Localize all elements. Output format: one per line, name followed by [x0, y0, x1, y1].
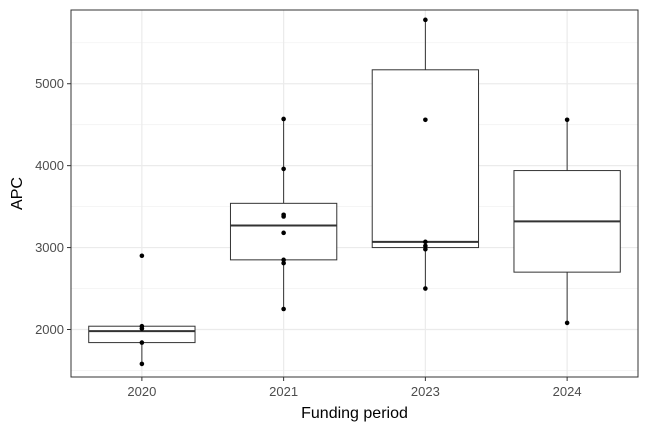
- box-2024: [513, 119, 621, 323]
- data-point: [281, 166, 286, 172]
- data-point: [423, 117, 428, 123]
- y-axis: 2000 3000 4000 5000: [35, 76, 71, 337]
- data-point: [281, 214, 286, 219]
- box-body: [371, 69, 480, 249]
- y-tick-label: 2000: [35, 322, 64, 337]
- data-point: [423, 243, 428, 249]
- x-tick-label: 2024: [553, 384, 582, 399]
- data-point: [139, 326, 145, 331]
- data-points: [139, 17, 570, 367]
- x-tick-label: 2020: [127, 384, 156, 399]
- data-point: [281, 306, 286, 312]
- data-point: [423, 17, 428, 23]
- x-axis-title: Funding period: [301, 405, 408, 422]
- y-tick-label: 4000: [35, 158, 64, 173]
- x-tick-label: 2023: [411, 384, 440, 399]
- data-point: [281, 230, 286, 236]
- data-point: [423, 246, 428, 252]
- data-point: [139, 361, 145, 367]
- y-tick-label: 3000: [35, 240, 64, 255]
- data-point: [423, 239, 428, 245]
- data-point: [423, 286, 428, 291]
- data-point: [281, 257, 286, 263]
- data-point: [281, 260, 286, 266]
- x-tick-label: 2021: [269, 384, 298, 399]
- data-point: [281, 116, 286, 122]
- box-2020: [88, 325, 196, 364]
- y-tick-label: 5000: [35, 76, 64, 91]
- panel-border: [70, 9, 639, 378]
- data-point: [564, 320, 570, 326]
- box-2023: [371, 19, 480, 289]
- data-point: [564, 117, 570, 123]
- y-axis-title: APC: [9, 177, 26, 210]
- x-axis: 2020 2021 2023 2024: [127, 377, 582, 399]
- data-point: [139, 340, 145, 345]
- data-point: [139, 253, 145, 259]
